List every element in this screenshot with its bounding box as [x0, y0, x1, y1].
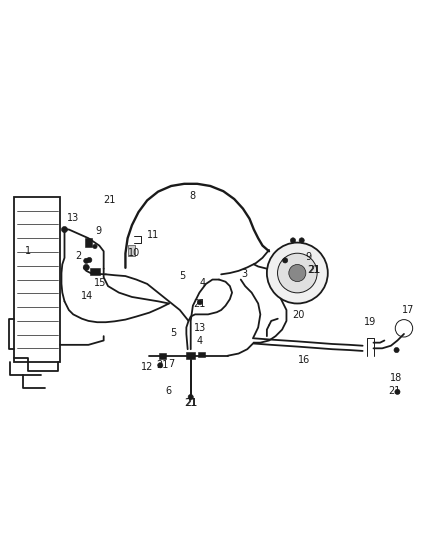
Bar [14, 197, 60, 362]
Circle shape [267, 243, 328, 303]
Text: 21: 21 [308, 265, 321, 276]
Text: 7: 7 [168, 359, 174, 369]
Text: 1: 1 [25, 246, 32, 256]
Text: 13: 13 [67, 213, 79, 223]
Circle shape [158, 362, 163, 368]
Circle shape [197, 300, 202, 305]
Circle shape [289, 264, 306, 281]
Text: 10: 10 [128, 247, 140, 257]
Bar [85, 238, 92, 247]
Circle shape [87, 257, 92, 263]
Bar [90, 268, 100, 275]
Circle shape [290, 238, 296, 243]
Text: 18: 18 [389, 373, 402, 383]
Text: 11: 11 [147, 230, 159, 240]
Text: 4: 4 [199, 278, 205, 288]
Text: 17: 17 [402, 305, 414, 315]
Text: 21: 21 [156, 360, 169, 370]
Circle shape [61, 227, 67, 232]
Text: 12: 12 [141, 361, 153, 372]
Text: 5: 5 [179, 271, 185, 281]
Text: 9: 9 [306, 252, 312, 262]
Circle shape [93, 244, 97, 249]
Bar [198, 352, 205, 358]
Circle shape [188, 394, 193, 400]
Text: 21: 21 [103, 196, 116, 205]
Text: 2: 2 [75, 252, 81, 262]
Bar [186, 352, 195, 359]
Text: 20: 20 [293, 310, 305, 320]
Bar [128, 245, 135, 256]
Text: 21: 21 [307, 265, 320, 275]
Text: 13: 13 [194, 324, 206, 333]
Text: 21: 21 [194, 300, 206, 309]
Text: 9: 9 [96, 226, 102, 236]
Circle shape [283, 258, 288, 263]
Circle shape [83, 264, 89, 270]
Text: 15: 15 [94, 278, 106, 288]
Text: 16: 16 [298, 354, 310, 365]
Text: 19: 19 [364, 317, 376, 327]
Text: 21: 21 [388, 386, 400, 397]
Text: 4: 4 [196, 336, 202, 346]
Circle shape [278, 253, 317, 293]
Bar [159, 353, 166, 359]
Text: 3: 3 [241, 269, 247, 279]
Text: 6: 6 [166, 385, 172, 395]
Text: 8: 8 [190, 191, 196, 200]
Circle shape [395, 389, 400, 394]
Text: 5: 5 [170, 328, 177, 337]
Text: 14: 14 [81, 291, 94, 301]
Circle shape [394, 348, 399, 353]
Text: 21: 21 [185, 398, 198, 408]
Circle shape [84, 258, 89, 263]
Circle shape [299, 238, 304, 243]
Text: 21: 21 [184, 398, 197, 408]
